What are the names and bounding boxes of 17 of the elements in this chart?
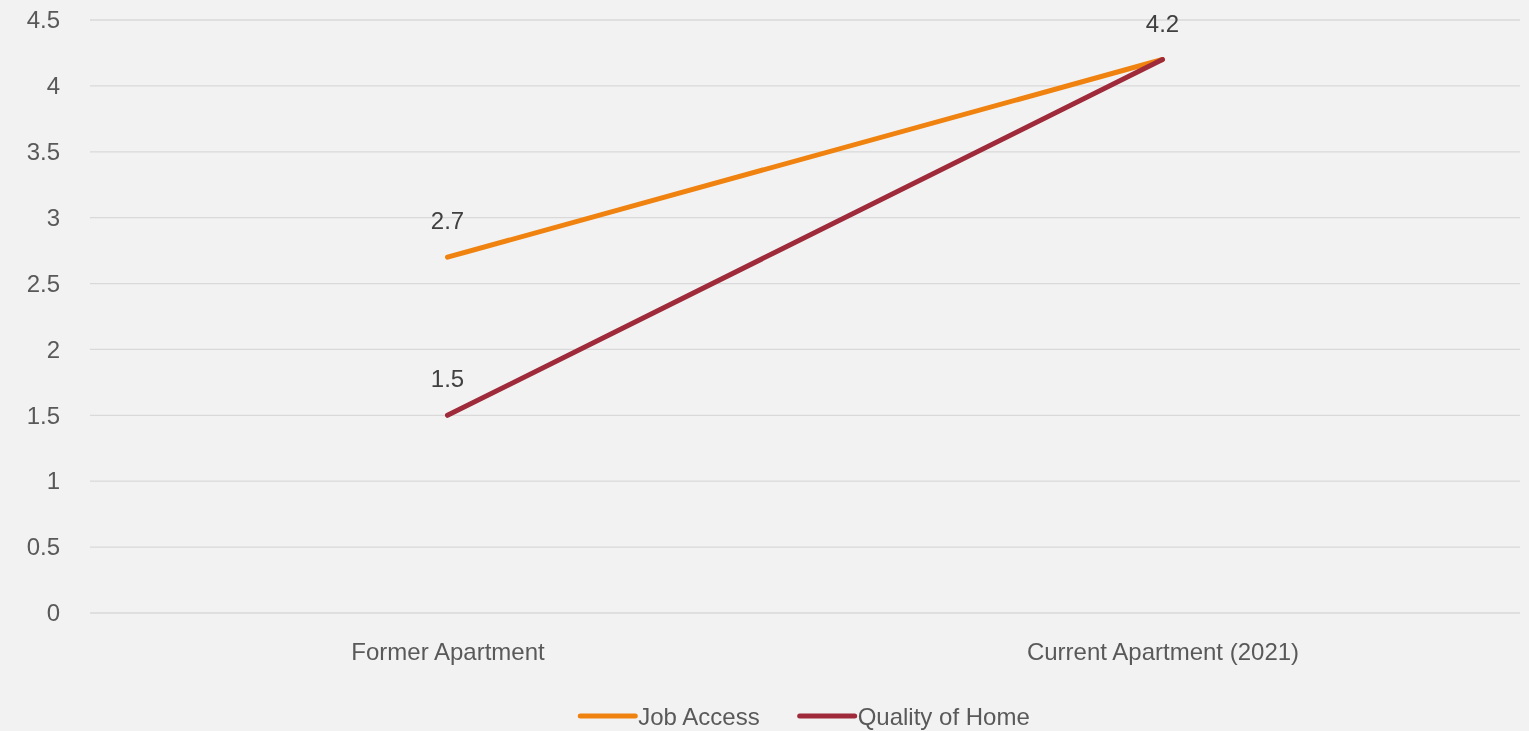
data-label: 2.7 xyxy=(430,207,465,235)
legend-label: Job Access xyxy=(638,703,760,730)
y-tick-label: 1 xyxy=(46,467,60,495)
x-tick-label: Current Apartment (2021) xyxy=(1026,638,1300,666)
y-tick-label: 0 xyxy=(46,599,60,627)
y-tick-label: 3.5 xyxy=(26,137,60,165)
data-label: 1.5 xyxy=(430,365,465,393)
y-tick-label: 3 xyxy=(46,203,60,231)
y-tick-label: 4.5 xyxy=(26,6,60,34)
y-tick-label: 4 xyxy=(46,72,60,100)
y-tick-label: 2 xyxy=(46,335,60,363)
data-label: 4.2 xyxy=(1145,9,1180,37)
y-tick-label: 2.5 xyxy=(26,269,60,297)
y-tick-label: 0.5 xyxy=(26,533,60,561)
y-tick-label: 1.5 xyxy=(26,401,60,429)
legend-label: Quality of Home xyxy=(857,703,1030,730)
x-tick-label: Former Apartment xyxy=(351,638,546,666)
